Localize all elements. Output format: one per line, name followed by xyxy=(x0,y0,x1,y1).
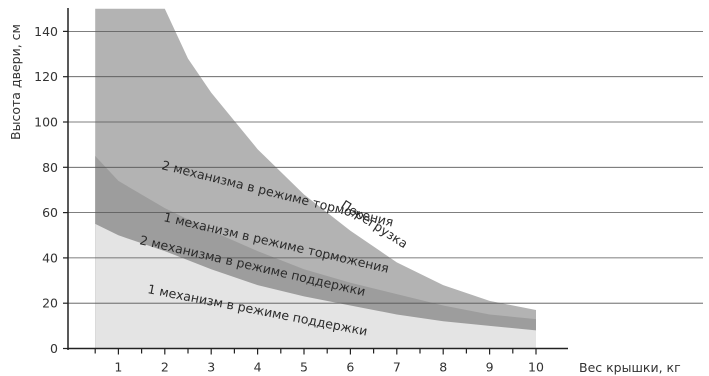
tick-labels: 0 20 40 60 80 100 120 140 1 2 3 4 5 6 7 8 9 10 xyxy=(34,24,544,375)
x-tick-label: 6 xyxy=(346,360,354,375)
y-tick-label: 20 xyxy=(42,296,58,311)
x-axis-title: Вес крышки, кг xyxy=(579,360,681,375)
x-tick-label: 8 xyxy=(439,360,447,375)
y-axis-title: Высота двери, см xyxy=(8,24,23,140)
x-tick-label: 1 xyxy=(114,360,122,375)
x-tick-label: 10 xyxy=(528,360,544,375)
x-tick-label: 3 xyxy=(207,360,215,375)
y-tick-label: 140 xyxy=(34,24,58,39)
y-tick-label: 80 xyxy=(42,160,58,175)
x-tick-label: 4 xyxy=(254,360,262,375)
y-tick-label: 60 xyxy=(42,205,58,220)
y-tick-label: 100 xyxy=(34,115,58,130)
axes xyxy=(67,8,568,350)
x-tick-label: 9 xyxy=(486,360,494,375)
y-tick-label: 120 xyxy=(34,69,58,84)
area-bands xyxy=(95,8,536,349)
y-tick-label: 0 xyxy=(50,341,58,356)
y-tick-label: 40 xyxy=(42,250,58,265)
x-tick-label: 2 xyxy=(161,360,169,375)
x-tick-label: 5 xyxy=(300,360,308,375)
gridlines xyxy=(68,30,703,304)
band-1-mech-support xyxy=(95,223,536,349)
x-tick-label: 7 xyxy=(393,360,401,375)
